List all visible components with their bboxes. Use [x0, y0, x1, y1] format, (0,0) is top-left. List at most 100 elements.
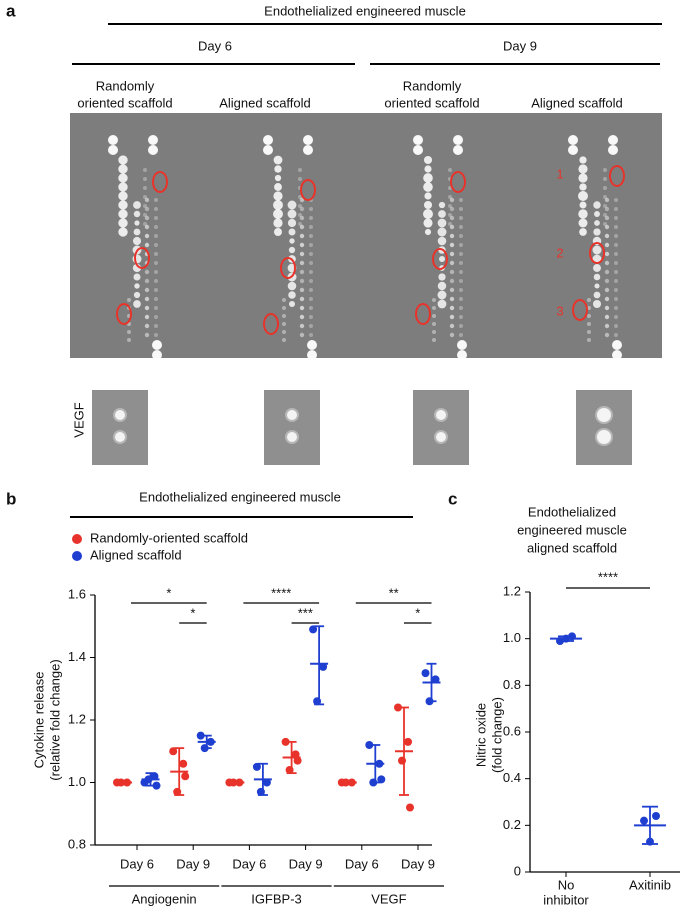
blot-spot [143, 222, 147, 226]
blot-spot [459, 279, 463, 283]
legend-label: Randomly-oriented scaffold [90, 530, 248, 545]
blot-spot [154, 207, 158, 211]
blot-spot [127, 338, 131, 342]
inset-spot [287, 432, 297, 442]
blot-spot [118, 209, 128, 219]
blot-spot [437, 290, 447, 300]
blot-spot [154, 288, 158, 292]
panel-label: c [448, 489, 457, 508]
blot-spot [604, 197, 610, 203]
blot-spot [143, 177, 147, 181]
blot-spot [459, 288, 463, 292]
blot-spot [449, 269, 455, 275]
blot-spot [154, 261, 158, 265]
blot-spot [608, 135, 618, 145]
blot-spot [603, 195, 607, 199]
blot-spot [592, 254, 602, 264]
blot-spot [449, 251, 455, 257]
blot-spot [309, 297, 313, 301]
blot-spot [424, 165, 432, 173]
blot-spot [449, 260, 455, 266]
blot-spot [288, 300, 296, 308]
blot-spot [614, 234, 618, 238]
panel-label: b [6, 489, 16, 508]
data-point [319, 662, 328, 671]
blot-spot [578, 218, 588, 228]
blot-spot [594, 220, 600, 226]
blot-spot [154, 243, 158, 247]
blot-spot [118, 173, 128, 183]
x-tick-label: Day 6 [120, 856, 154, 871]
scaffold-label: oriented scaffold [77, 95, 172, 110]
blot-spot [614, 270, 618, 274]
y-tick-label: 1.0 [68, 774, 86, 789]
inset [92, 390, 148, 465]
blot-spot [432, 322, 436, 326]
blot-spot [154, 279, 158, 283]
blot-spot [127, 330, 131, 334]
data-point [652, 812, 660, 820]
blot-spot [449, 278, 455, 284]
x-tick-label: inhibitor [543, 892, 589, 907]
blot-spot [614, 279, 618, 283]
y-tick-label: 0 [514, 863, 521, 878]
blot-spot [432, 338, 436, 342]
blot-spot [143, 213, 147, 217]
blot-spot [459, 261, 463, 265]
blot-spot [134, 220, 140, 226]
blot-spot [449, 332, 455, 338]
blot-spot [309, 279, 313, 283]
blot-spot [287, 209, 297, 219]
scaffold-label: oriented scaffold [384, 95, 479, 110]
group-label: IGFBP-3 [251, 891, 302, 906]
blot-spot [299, 323, 305, 329]
blot-spot [309, 288, 313, 292]
inset [576, 390, 632, 465]
blot-spot [303, 145, 313, 155]
blot-spot [299, 332, 305, 338]
blot-spot [432, 330, 436, 334]
blot-spot [144, 224, 150, 230]
significance-label: * [415, 605, 420, 620]
blot-spot [299, 269, 305, 275]
highlight-circle [116, 303, 132, 325]
blot-spot [144, 215, 150, 221]
blot-spot [309, 216, 313, 220]
blot-spot [578, 173, 588, 183]
y-axis-label: (fold change) [489, 697, 504, 773]
y-axis-label: (relative fold change) [47, 659, 62, 780]
blot-spot [282, 298, 286, 302]
blot-spot [309, 324, 313, 328]
day-label: Day 9 [503, 38, 537, 53]
blot-spot [299, 242, 305, 248]
blot-spot [424, 192, 432, 200]
blot-spot [593, 201, 601, 209]
blot-spot [132, 236, 142, 246]
blot-spot [273, 191, 283, 201]
x-tick-label: Axitinib [629, 877, 671, 892]
blot-spot [604, 242, 610, 248]
chart-title: Endothelialized [528, 504, 616, 519]
blot-spot [299, 296, 305, 302]
legend-label: Aligned scaffold [90, 547, 182, 562]
blot-spot [437, 236, 447, 246]
x-tick-label: Day 6 [232, 856, 266, 871]
blot-spot [299, 305, 305, 311]
blot-spot [579, 228, 587, 236]
blot-spot [282, 330, 286, 334]
blot-spot [459, 216, 463, 220]
blot-spot [144, 242, 150, 248]
blot-spot [568, 145, 578, 155]
blot-spot [143, 195, 147, 199]
data-point [152, 781, 161, 790]
blot-spot [309, 270, 313, 274]
blot-spot [309, 225, 313, 229]
blot-spot [604, 323, 610, 329]
blot-spot [154, 234, 158, 238]
blot-spot [614, 225, 618, 229]
blot-spot [459, 198, 463, 202]
highlight-circle [589, 242, 605, 264]
blot-spot [299, 260, 305, 266]
spot-number: 3 [556, 303, 563, 318]
significance-label: **** [271, 585, 291, 600]
